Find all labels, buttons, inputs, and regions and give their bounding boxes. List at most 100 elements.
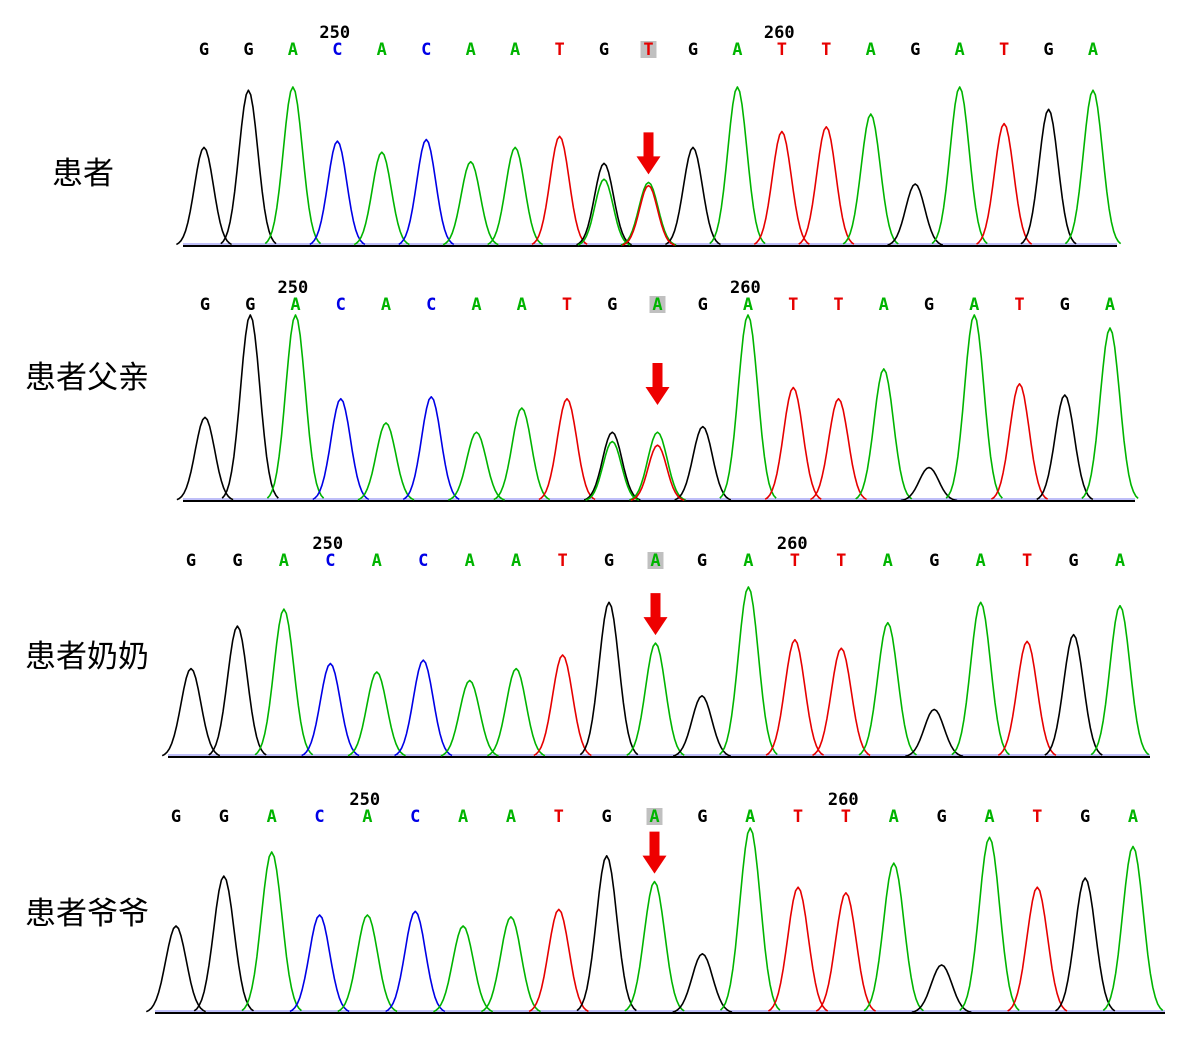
base-label: C [418,551,428,571]
peak-trace [798,126,855,245]
peak-trace [753,130,810,245]
peak-trace [626,642,685,756]
peak-trace [353,151,410,246]
peak-trace [620,181,677,246]
base-label: A [984,807,994,827]
peak-trace [289,914,350,1013]
base-label: G [936,807,946,827]
base-label: A [1088,40,1098,60]
base-label: A [372,551,382,571]
base-label: T [1032,807,1042,827]
peak-trace [767,886,829,1012]
base-label: A [279,551,289,571]
base-label: G [698,295,708,315]
base-label: G [1043,40,1053,60]
peak-trace [583,431,641,501]
peak-trace [448,431,505,501]
base-label: A [969,295,979,315]
peak-trace [842,113,899,245]
peak-trace [576,162,632,246]
base-label: T [557,551,567,571]
mutation-arrow [636,132,661,175]
peak-trace [266,314,325,499]
highlight-box [646,808,663,825]
peak-trace [672,953,733,1013]
base-label: A [743,551,753,571]
peak-trace [440,679,499,757]
base-label: C [421,40,431,60]
base-label: A [466,40,476,60]
peak-trace [1081,327,1139,499]
base-label: A [1115,551,1125,571]
base-label: A [290,295,300,315]
peak-trace [579,601,639,756]
base-label: A [362,807,372,827]
peak-trace [398,138,455,246]
peak-trace [672,695,731,757]
peak-trace [674,425,732,501]
peak-trace [538,397,596,501]
base-label: A [465,551,475,571]
peak-trace [812,647,871,757]
peak-trace [905,708,964,758]
base-label: A [458,807,468,827]
base-label: T [554,40,564,60]
base-label: C [314,807,324,827]
base-label: A [955,40,965,60]
peak-trace [629,431,686,501]
peak-trace [709,86,766,245]
peak-trace [357,422,415,501]
base-label: G [607,295,617,315]
base-label: T [1022,551,1032,571]
peak-trace [176,416,234,501]
base-label: A [732,40,742,60]
peak-trace [664,146,721,246]
base-label: T [562,295,572,315]
base-label: G [199,40,209,60]
peak-trace [951,601,1010,756]
peak-trace [1064,89,1122,245]
base-label: A [267,807,277,827]
peak-trace [264,86,322,245]
base-label: T [777,40,787,60]
position-tick-label: 260 [777,534,808,554]
base-label: G [171,807,181,827]
base-label: T [1014,295,1024,315]
base-label: A [889,807,899,827]
secondary-peak-trace [577,178,631,246]
position-tick-label: 250 [319,23,350,43]
base-label: T [841,807,851,827]
peak-trace [863,862,924,1012]
base-label: G [910,40,920,60]
peak-trace [220,89,277,245]
peak-trace [858,621,917,756]
base-label: A [650,551,660,571]
sample-label-patient: 患者 [52,156,114,192]
peak-trace [990,383,1049,500]
secondary-peak-trace [630,444,685,501]
peak-trace [301,662,360,757]
peak-trace [624,880,685,1012]
peak-trace [1036,394,1094,501]
peak-trace [347,671,406,757]
base-label: G [599,40,609,60]
position-tick-label: 250 [312,534,343,554]
peak-trace [480,916,541,1013]
base-label: G [1068,551,1078,571]
mutation-arrow [645,363,670,405]
peak-trace [145,925,207,1013]
base-label: A [288,40,298,60]
peak-trace [1020,108,1077,245]
base-label: G [697,551,707,571]
base-label: G [1060,295,1070,315]
base-label: T [643,40,653,60]
peak-trace [997,640,1057,756]
peak-trace [487,146,544,246]
base-label: A [745,807,755,827]
peak-trace [312,397,370,501]
peak-trace [241,851,302,1012]
peak-trace [815,892,877,1012]
position-tick-label: 260 [764,23,795,43]
peak-trace [493,407,551,501]
